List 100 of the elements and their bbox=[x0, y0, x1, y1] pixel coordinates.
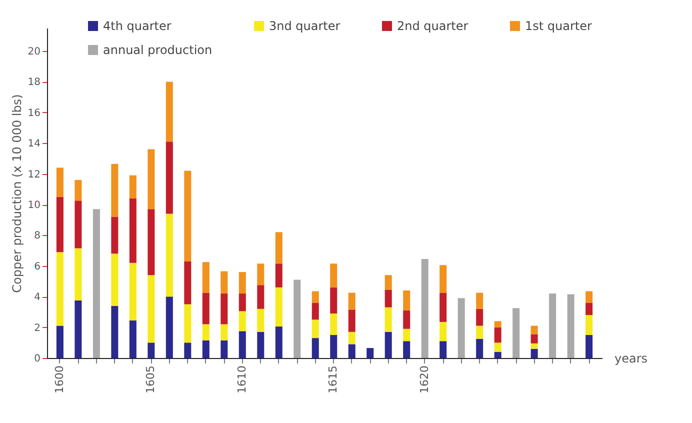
bar bbox=[494, 342, 502, 352]
bar bbox=[184, 342, 192, 358]
bar bbox=[111, 164, 118, 217]
bar bbox=[74, 248, 82, 300]
bar bbox=[330, 334, 338, 358]
bar bbox=[220, 324, 228, 340]
bar bbox=[129, 320, 136, 358]
bar bbox=[56, 196, 64, 252]
y-tick-label: 16 bbox=[28, 108, 40, 119]
y-tick-label: 12 bbox=[28, 169, 40, 180]
y-tick-label: 20 bbox=[28, 46, 40, 58]
bar bbox=[129, 198, 136, 263]
bar bbox=[312, 320, 319, 338]
bar bbox=[184, 304, 192, 343]
bar bbox=[494, 327, 502, 343]
bar bbox=[476, 308, 484, 326]
bar bbox=[275, 326, 282, 358]
x-tick-label: 1615 bbox=[326, 366, 340, 394]
bar bbox=[166, 142, 173, 214]
bar bbox=[312, 291, 319, 303]
bar bbox=[330, 313, 338, 335]
bar bbox=[148, 275, 155, 343]
bar bbox=[494, 352, 502, 358]
bar bbox=[312, 338, 319, 358]
bar bbox=[148, 209, 155, 276]
bar bbox=[148, 149, 155, 210]
bar bbox=[476, 292, 484, 309]
bar bbox=[166, 296, 173, 358]
legend-label: annual production bbox=[103, 43, 212, 57]
bar bbox=[440, 322, 447, 342]
bar bbox=[530, 334, 538, 344]
bar bbox=[238, 272, 246, 294]
bar bbox=[530, 348, 538, 358]
bar bbox=[403, 310, 410, 329]
bar bbox=[111, 254, 118, 306]
bar bbox=[275, 232, 282, 264]
bar bbox=[348, 292, 356, 310]
bar bbox=[294, 280, 301, 358]
bar bbox=[330, 264, 338, 288]
bar bbox=[403, 328, 410, 342]
bar bbox=[348, 344, 356, 358]
bar bbox=[586, 291, 593, 303]
bar bbox=[476, 326, 484, 339]
bar bbox=[202, 262, 210, 293]
bar bbox=[238, 294, 246, 312]
bar bbox=[384, 307, 392, 332]
bar bbox=[184, 261, 192, 304]
bar bbox=[512, 308, 520, 358]
bar bbox=[384, 290, 392, 308]
x-tick-label: 1605 bbox=[144, 366, 158, 394]
y-tick-label: 2 bbox=[34, 322, 40, 334]
bar bbox=[220, 294, 228, 324]
bar bbox=[403, 341, 410, 358]
bar bbox=[384, 332, 392, 358]
bar bbox=[440, 341, 447, 358]
bar bbox=[312, 302, 319, 320]
bar bbox=[567, 294, 574, 358]
y-tick-label: 6 bbox=[34, 261, 40, 272]
bar bbox=[257, 285, 264, 309]
bar bbox=[421, 259, 428, 358]
y-tick-label: 8 bbox=[34, 230, 40, 242]
bar bbox=[586, 315, 593, 335]
bar bbox=[530, 343, 538, 349]
bar bbox=[202, 324, 210, 340]
legend-label: 2nd quarter bbox=[397, 19, 468, 33]
bar bbox=[348, 332, 356, 344]
bar bbox=[403, 290, 410, 310]
bar bbox=[129, 175, 136, 198]
y-tick-label: 10 bbox=[28, 200, 40, 212]
bar bbox=[202, 292, 210, 324]
bar bbox=[202, 340, 210, 358]
bar bbox=[92, 209, 100, 358]
y-axis-title: Copper production (x 10 000 lbs) bbox=[10, 94, 24, 293]
bar bbox=[74, 200, 82, 248]
bar bbox=[494, 321, 502, 328]
x-tick-label: 1600 bbox=[52, 366, 66, 394]
legend-label: 1st quarter bbox=[525, 19, 592, 33]
legend-label: 3nd quarter bbox=[269, 19, 340, 33]
bar bbox=[549, 294, 556, 358]
bar bbox=[440, 292, 447, 322]
bar bbox=[348, 310, 356, 332]
bar bbox=[74, 300, 82, 358]
bar bbox=[586, 302, 593, 316]
bar bbox=[275, 287, 282, 327]
legend-label: 4th quarter bbox=[103, 19, 172, 33]
y-tick-label: 18 bbox=[28, 77, 40, 88]
bar bbox=[257, 264, 264, 286]
y-tick-label: 14 bbox=[28, 138, 40, 150]
bar bbox=[458, 298, 465, 358]
bar bbox=[56, 326, 64, 358]
bar bbox=[166, 82, 173, 142]
x-tick-label: 1610 bbox=[235, 366, 248, 394]
bar bbox=[111, 216, 118, 254]
bar bbox=[74, 180, 82, 201]
bar bbox=[184, 170, 192, 262]
bar bbox=[586, 334, 593, 358]
bar bbox=[275, 264, 282, 288]
bar bbox=[111, 306, 118, 358]
bar bbox=[440, 265, 447, 293]
bar bbox=[220, 340, 228, 358]
